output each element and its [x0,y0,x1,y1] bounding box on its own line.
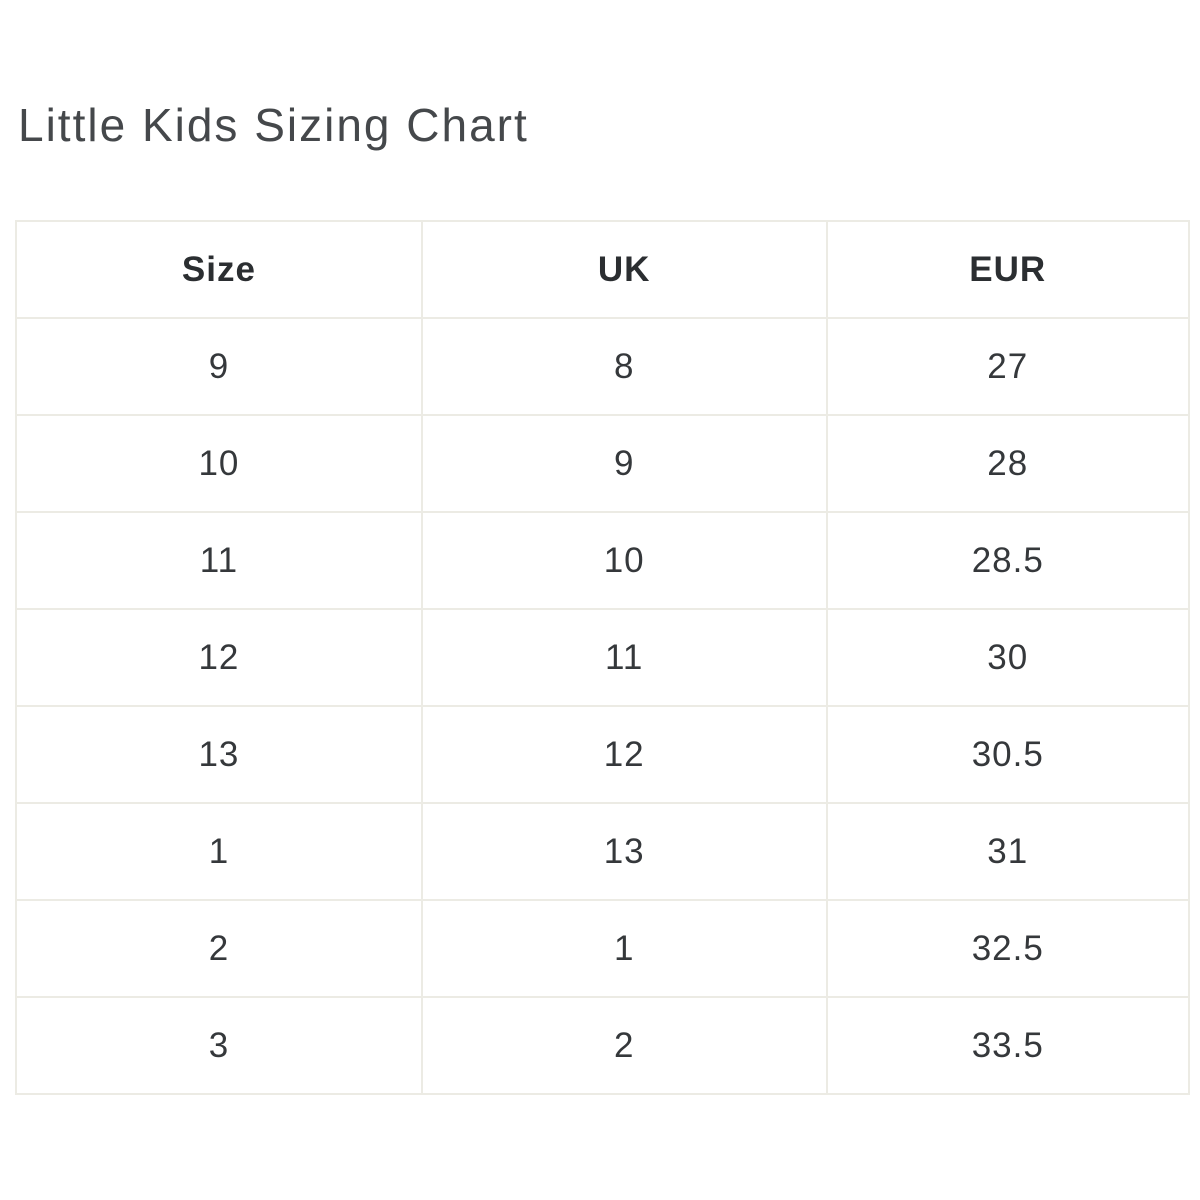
table-cell: 31 [825,802,1191,901]
column-header-uk: UK [420,220,828,319]
table-cell: 33.5 [825,996,1191,1095]
table-cell: 12 [420,705,828,804]
table-cell: 11 [420,608,828,707]
table-cell: 2 [420,996,828,1095]
table-row: 3 2 33.5 [15,996,1191,1095]
table-cell: 2 [15,899,423,998]
table-cell: 9 [15,317,423,416]
table-row: 2 1 32.5 [15,899,1191,998]
table-row: 12 11 30 [15,608,1191,707]
table-cell: 13 [420,802,828,901]
column-header-eur: EUR [825,220,1191,319]
table-cell: 30.5 [825,705,1191,804]
page-title: Little Kids Sizing Chart [18,99,529,151]
sizing-chart-table: Size UK EUR 9 8 27 10 9 28 11 10 28.5 12 11 30 13 12 3… [15,220,1191,1095]
table-header: Size UK EUR [15,220,1191,319]
table-cell: 32.5 [825,899,1191,998]
table-row: 1 13 31 [15,802,1191,901]
table-header-row: Size UK EUR [15,220,1191,319]
table-cell: 10 [15,414,423,513]
table-cell: 30 [825,608,1191,707]
table-cell: 11 [15,511,423,610]
table-row: 10 9 28 [15,414,1191,513]
table-cell: 1 [15,802,423,901]
table-cell: 10 [420,511,828,610]
table-cell: 3 [15,996,423,1095]
table-cell: 9 [420,414,828,513]
table-cell: 27 [825,317,1191,416]
table-cell: 1 [420,899,828,998]
table-cell: 12 [15,608,423,707]
table-row: 11 10 28.5 [15,511,1191,610]
column-header-size: Size [15,220,423,319]
table-cell: 28.5 [825,511,1191,610]
table-cell: 8 [420,317,828,416]
table-cell: 13 [15,705,423,804]
table-body: 9 8 27 10 9 28 11 10 28.5 12 11 30 13 12 30.5 1 13 31 2 1 32… [15,317,1191,1095]
table-row: 9 8 27 [15,317,1191,416]
table-row: 13 12 30.5 [15,705,1191,804]
table-cell: 28 [825,414,1191,513]
